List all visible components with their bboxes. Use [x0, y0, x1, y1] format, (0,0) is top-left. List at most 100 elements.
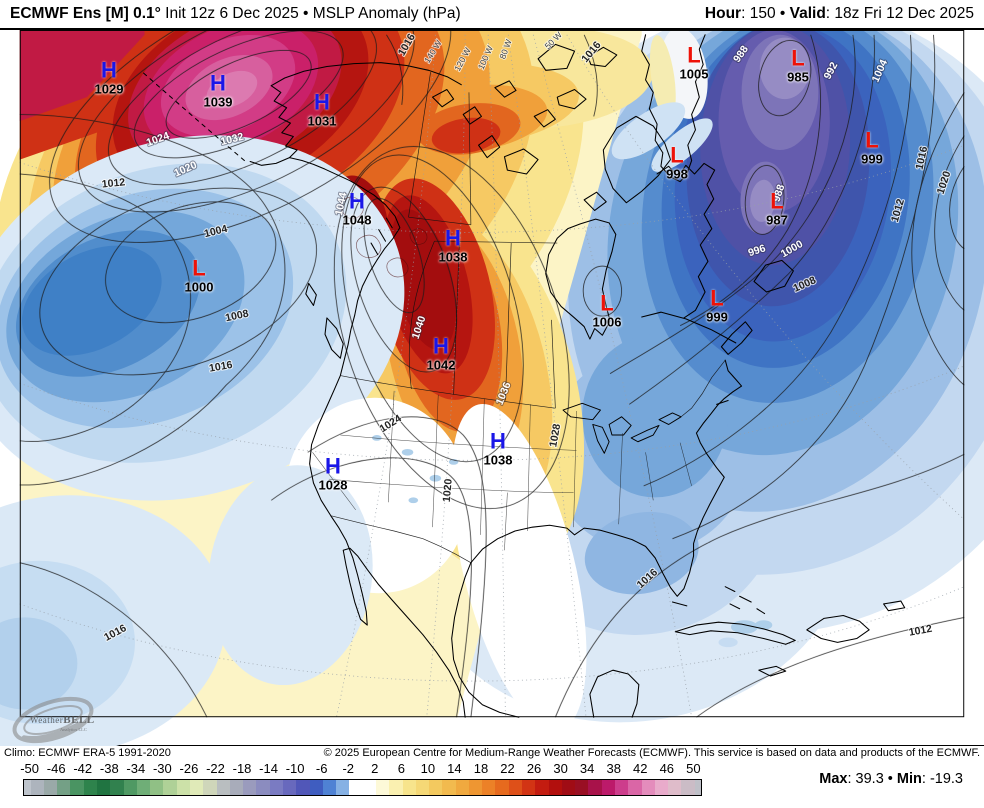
colorbar-tick: 22	[500, 761, 515, 776]
weatherbell-logo-icon: WeatherBELL Analytics LLC	[12, 696, 95, 744]
colorbar-cell	[282, 780, 297, 795]
colorbar-ticks: -50 -46 -42 -38 -34 -30 -26 -22 -18 -14 -10 -6 -2 2 6 1…	[20, 761, 701, 777]
colorbar-tick: -34	[126, 761, 146, 776]
graticule-lines	[19, 34, 965, 718]
copyright-note: © 2025 European Centre for Medium-Range …	[323, 747, 980, 759]
colorbar-cell	[429, 780, 443, 795]
contour-label: 1012	[908, 623, 933, 639]
contour-label: 1016	[208, 359, 233, 375]
colorbar-cell	[588, 780, 602, 795]
colorbar-cell	[110, 780, 124, 795]
colorbar-cell	[641, 780, 655, 795]
colorbar-cell	[548, 780, 562, 795]
valid-label: Valid	[789, 5, 826, 22]
model-name: ECMWF Ens [M] 0.1°	[10, 5, 161, 22]
coastlines	[142, 34, 906, 718]
colorbar-cell	[163, 780, 177, 795]
colorbar	[23, 779, 702, 796]
colorbar-cell	[336, 780, 350, 795]
colorbar-tick: 10	[420, 761, 436, 776]
colorbar-cell	[97, 780, 111, 795]
colorbar-cell	[322, 780, 337, 795]
colorbar-cell	[681, 780, 695, 795]
colorbar-tick: -2	[342, 761, 354, 776]
header-bar: ECMWF Ens [M] 0.1° Init 12z 6 Dec 2025 •…	[0, 0, 984, 30]
colorbar-cell	[615, 780, 629, 795]
colorbar-tick: -22	[206, 761, 225, 776]
colorbar-cell	[402, 780, 416, 795]
colorbar-cell	[24, 780, 31, 795]
max-min-readout: Max: 39.3 • Min: -19.3	[819, 771, 963, 787]
contour-label: 1012	[101, 176, 126, 190]
colorbar-cell	[455, 780, 469, 795]
min-label: Min	[896, 771, 922, 787]
colorbar-tick: -38	[99, 761, 119, 776]
colorbar-cell	[269, 780, 283, 795]
colorbar-cell	[176, 780, 191, 795]
page-title: ECMWF Ens [M] 0.1° Init 12z 6 Dec 2025 •…	[10, 5, 461, 23]
colorbar-tick: 46	[659, 761, 675, 776]
colorbar-tick: 38	[606, 761, 621, 776]
svg-text:WeatherBELL: WeatherBELL	[30, 714, 95, 726]
valid-value: : 18z Fri 12 Dec 2025	[825, 5, 974, 22]
political-borders	[330, 72, 726, 563]
colorbar-cell	[415, 780, 430, 795]
contour-lines	[19, 30, 965, 718]
colorbar-cell	[216, 780, 230, 795]
colorbar-cell	[123, 780, 137, 795]
colorbar-tick: 50	[686, 761, 701, 776]
state-borders	[312, 390, 692, 551]
colorbar-cell	[535, 780, 549, 795]
valid-time: Hour: 150 • Valid: 18z Fri 12 Dec 2025	[705, 5, 974, 23]
colorbar-tick: 6	[397, 761, 405, 776]
colorbar-cell	[482, 780, 496, 795]
map-frame	[19, 30, 965, 718]
colorbar-cell	[43, 780, 58, 795]
colorbar-cell	[575, 780, 589, 795]
max-value: : 39.3 •	[847, 771, 897, 787]
colorbar-tick: -30	[152, 761, 172, 776]
watermark-brand-b: BELL	[63, 714, 94, 726]
colorbar-cell	[508, 780, 523, 795]
colorbar-cell	[190, 780, 204, 795]
init-info: Init 12z 6 Dec 2025 • MSLP Anomaly (hPa)	[160, 5, 461, 22]
colorbar-cell	[229, 780, 244, 795]
colorbar-tick: -6	[315, 761, 328, 776]
colorbar-cell	[70, 780, 84, 795]
map-area: 1024 1020 1032 1012 1004 1008 1016 1044 1040 1036…	[0, 30, 984, 746]
colorbar-cell	[495, 780, 509, 795]
hour-value: : 150 •	[741, 5, 790, 22]
colorbar-tick: -26	[179, 761, 199, 776]
colorbar-tick: 18	[473, 761, 489, 776]
colorbar-cell	[309, 780, 323, 795]
colorbar-cell	[654, 780, 669, 795]
colorbar-cell	[256, 780, 270, 795]
colorbar-tick: 42	[633, 761, 648, 776]
colorbar-tick: 34	[579, 761, 595, 776]
contour-label: 1020	[441, 478, 455, 503]
colorbar-tick: 2	[371, 761, 379, 776]
colorbar-cell	[389, 780, 403, 795]
colorbar-tick: 30	[553, 761, 568, 776]
colorbar-tick: -46	[46, 761, 66, 776]
watermark-brand-a: Weather	[30, 715, 63, 725]
colorbar-cell	[83, 780, 98, 795]
colorbar-cell	[243, 780, 257, 795]
hour-label: Hour	[704, 5, 742, 22]
colorbar-cell	[522, 780, 536, 795]
colorbar-cell	[601, 780, 616, 795]
colorbar-cell	[30, 780, 44, 795]
colorbar-cell	[561, 780, 576, 795]
anomaly-fill-misc	[0, 30, 773, 746]
weather-map-svg: 1024102010321012100410081016104410401036…	[0, 30, 984, 746]
colorbar-cell	[136, 780, 151, 795]
colorbar-tick: -14	[259, 761, 278, 776]
weatherbell-watermark: WeatherBELL Analytics LLC	[8, 690, 128, 750]
colorbar-cell	[349, 780, 363, 795]
colorbar-tick: -42	[73, 761, 93, 776]
colorbar-cell	[57, 780, 71, 795]
colorbar-cell	[150, 780, 164, 795]
colorbar-cell	[375, 780, 390, 795]
max-label: Max	[819, 771, 848, 787]
